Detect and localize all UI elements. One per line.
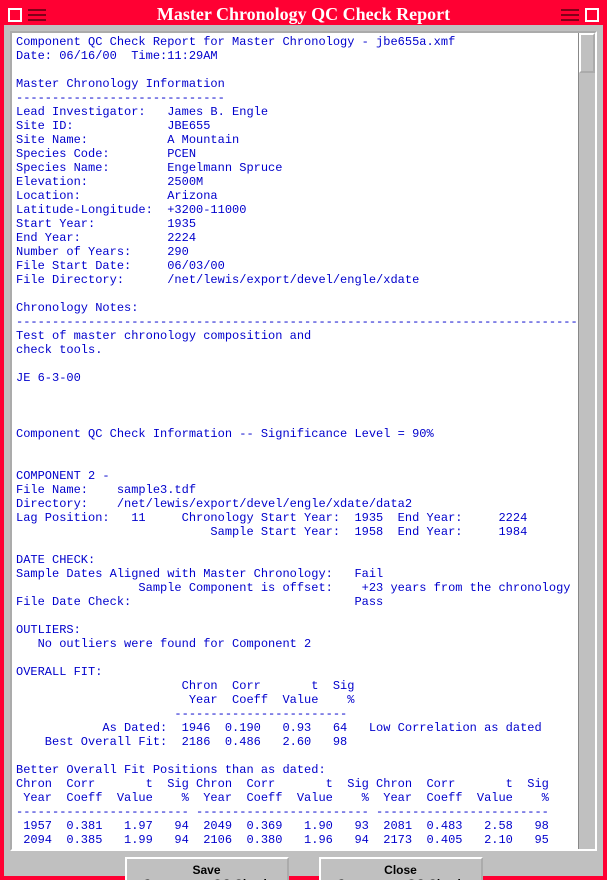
- vertical-scrollbar[interactable]: [578, 33, 595, 849]
- comp2-filename: File Name: sample3.tdf: [16, 483, 196, 497]
- section1-rule: -----------------------------: [16, 91, 225, 105]
- report-header: Component QC Check Report for Master Chr…: [16, 35, 455, 49]
- overallfit-asdated: As Dated: 1946 0.190 0.93 64 Low Correla…: [16, 721, 542, 735]
- section1-title: Master Chronology Information: [16, 77, 225, 91]
- datecheck3: File Date Check: Pass: [16, 595, 383, 609]
- comp2-sample: Sample Start Year: 1958 End Year: 1984: [16, 525, 527, 539]
- notes-body2: check tools.: [16, 343, 102, 357]
- close-button[interactable]: Close Component QC Check Report: [319, 857, 483, 880]
- notes-body1: Test of master chronology composition an…: [16, 329, 311, 343]
- datecheck2: Sample Component is offset: +23 years fr…: [16, 581, 571, 595]
- notes-title: Chronology Notes:: [16, 301, 138, 315]
- outliers-body: No outliers were found for Component 2: [16, 637, 311, 651]
- info-location: Location: Arizona: [16, 189, 218, 203]
- window-title: Master Chronology QC Check Report: [48, 4, 559, 25]
- info-numyears: Number of Years: 290: [16, 245, 189, 259]
- betterfit-hdr2: Year Coeff Value % Year Coeff Value % Ye…: [16, 791, 549, 805]
- datecheck1: Sample Dates Aligned with Master Chronol…: [16, 567, 383, 581]
- window-frame: Master Chronology QC Check Report Compon…: [0, 0, 607, 880]
- titlebar-grip-left: [28, 9, 46, 21]
- qc-info-line: Component QC Check Information -- Signif…: [16, 427, 434, 441]
- outliers-title: OUTLIERS:: [16, 623, 81, 637]
- info-elevation: Elevation: 2500M: [16, 175, 203, 189]
- info-filestart: File Start Date: 06/03/00: [16, 259, 225, 273]
- info-speciescode: Species Code: PCEN: [16, 147, 196, 161]
- overallfit-hdr2: Year Coeff Value %: [16, 693, 354, 707]
- datecheck-title: DATE CHECK:: [16, 553, 95, 567]
- report-text: Component QC Check Report for Master Chr…: [12, 33, 578, 849]
- betterfit-rule: ------------------------ ---------------…: [16, 805, 549, 819]
- betterfit-row1: 1957 0.381 1.97 94 2049 0.369 1.90 93 20…: [16, 819, 549, 833]
- content-area: Component QC Check Report for Master Chr…: [10, 31, 597, 851]
- comp2-lag: Lag Position: 11 Chronology Start Year: …: [16, 511, 527, 525]
- button-bar: Save Component QC Check Report Close Com…: [4, 857, 603, 880]
- titlebar: Master Chronology QC Check Report: [4, 4, 603, 25]
- betterfit-hdr1: Chron Corr t Sig Chron Corr t Sig Chron …: [16, 777, 549, 791]
- report-date: Date: 06/16/00 Time:11:29AM: [16, 49, 218, 63]
- notes-rule: ----------------------------------------…: [16, 315, 578, 329]
- window-menu-box[interactable]: [8, 8, 22, 22]
- info-latlon: Latitude-Longitude: +3200-11000: [16, 203, 246, 217]
- info-startyear: Start Year: 1935: [16, 217, 196, 231]
- notes-sig: JE 6-3-00: [16, 371, 81, 385]
- overallfit-rule: ------------------------: [16, 707, 347, 721]
- comp2-title: COMPONENT 2 -: [16, 469, 110, 483]
- info-filedir: File Directory: /net/lewis/export/devel/…: [16, 273, 419, 287]
- window-control-box[interactable]: [585, 8, 599, 22]
- info-lead: Lead Investigator: James B. Engle: [16, 105, 268, 119]
- comp2-directory: Directory: /net/lewis/export/devel/engle…: [16, 497, 412, 511]
- scroll-thumb[interactable]: [579, 33, 595, 73]
- info-sitename: Site Name: A Mountain: [16, 133, 239, 147]
- info-endyear: End Year: 2224: [16, 231, 196, 245]
- overallfit-hdr1: Chron Corr t Sig: [16, 679, 354, 693]
- overallfit-title: OVERALL FIT:: [16, 665, 102, 679]
- info-siteid: Site ID: JBE655: [16, 119, 210, 133]
- betterfit-row2: 2094 0.385 1.99 94 2106 0.380 1.96 94 21…: [16, 833, 549, 847]
- overallfit-best: Best Overall Fit: 2186 0.486 2.60 98: [16, 735, 347, 749]
- info-speciesname: Species Name: Engelmann Spruce: [16, 161, 282, 175]
- betterfit-title: Better Overall Fit Positions than as dat…: [16, 763, 326, 777]
- titlebar-grip-right: [561, 9, 579, 21]
- save-button[interactable]: Save Component QC Check Report: [125, 857, 289, 880]
